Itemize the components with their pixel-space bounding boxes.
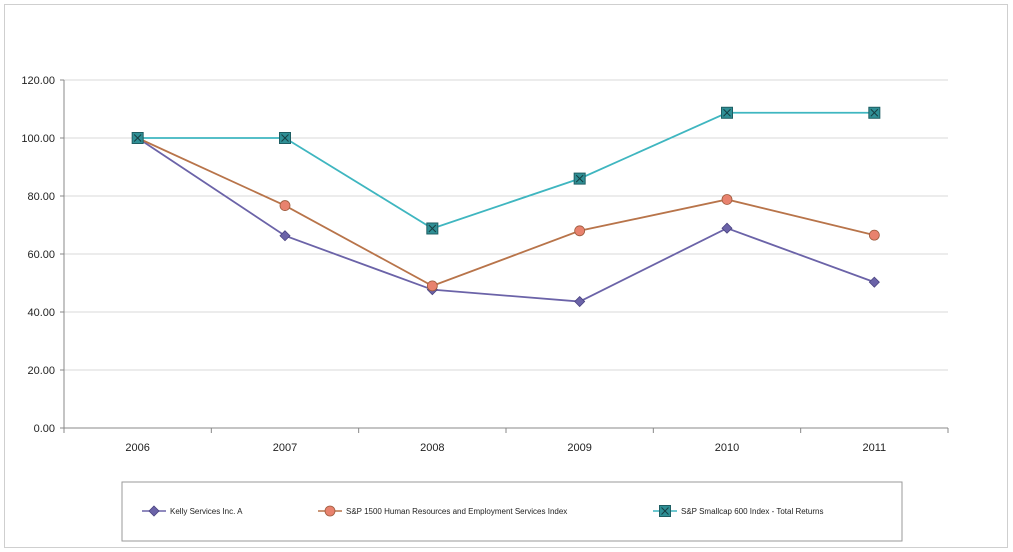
legend-label: S&P Smallcap 600 Index - Total Returns: [681, 507, 823, 516]
marker-cross: [575, 174, 584, 183]
y-tick-label: 100.00: [21, 133, 55, 145]
axes: 0.00 20.00 40.00 60.00 80.00 100.00 120.00 2006…: [21, 75, 949, 454]
series-line-3: [137, 111, 875, 230]
data-point: [279, 230, 291, 242]
data-point: [279, 200, 291, 211]
data-point: [721, 106, 733, 119]
legend-label: Kelly Services Inc. A: [170, 507, 243, 516]
marker-cross: [723, 108, 731, 117]
legend-marker: [324, 505, 336, 517]
gridlines: [64, 79, 948, 371]
series-line-1: [137, 137, 875, 303]
x-tick-label: 2007: [273, 442, 297, 454]
y-tick-label: 60.00: [27, 249, 55, 261]
data-point: [721, 194, 733, 205]
y-tick-label: 0.00: [34, 423, 55, 435]
y-tick-label: 80.00: [27, 191, 55, 203]
marker-cross: [661, 507, 669, 515]
x-tick-label: 2008: [420, 442, 444, 454]
marker-cross: [428, 224, 437, 233]
y-tick-label: 20.00: [27, 365, 55, 377]
legend-marker: [148, 505, 160, 517]
legend-label: S&P 1500 Human Resources and Employment …: [346, 507, 567, 516]
data-point: [868, 229, 880, 241]
data-point: [573, 172, 586, 185]
data-point: [868, 106, 881, 119]
data-point: [131, 132, 144, 144]
data-point: [426, 222, 439, 235]
data-point: [721, 222, 733, 234]
data-point: [279, 132, 291, 144]
legend-box: [121, 481, 903, 542]
series-lines: [131, 106, 881, 308]
data-point: [868, 276, 880, 288]
x-tick-label: 2010: [715, 442, 739, 454]
y-tick-label: 40.00: [27, 307, 55, 319]
marker-cross: [281, 134, 289, 142]
x-tick-label: 2009: [567, 442, 591, 454]
x-tick-label: 2006: [125, 442, 149, 454]
data-point: [574, 225, 586, 237]
y-tick-label: 120.00: [21, 75, 55, 87]
marker-cross: [133, 134, 142, 142]
data-point: [574, 295, 586, 308]
chart-frame: [4, 4, 1008, 548]
data-point: [426, 280, 438, 292]
x-tick-label: 2011: [863, 442, 887, 454]
legend-marker: [659, 505, 671, 517]
marker-cross: [870, 108, 879, 117]
legend: Kelly Services Inc. A S&P 1500 Human Reso…: [142, 505, 823, 517]
series-line-2: [137, 137, 875, 287]
